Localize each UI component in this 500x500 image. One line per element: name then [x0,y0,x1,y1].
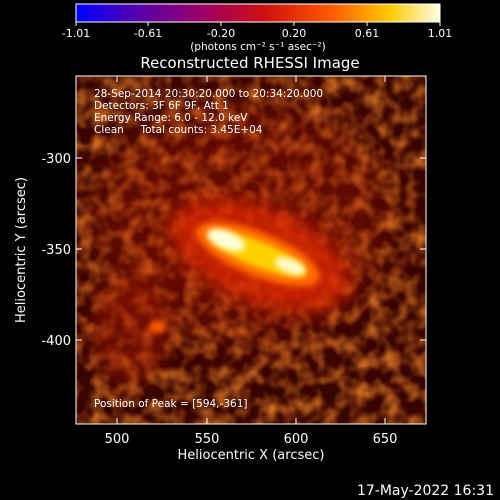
info-method-counts: Clean Total counts: 3.45E+04 [94,124,263,136]
colorbar-tick-label: -0.20 [207,27,235,40]
x-tick-label: 550 [195,432,220,447]
x-axis-label: Heliocentric X (arcsec) [178,448,325,463]
source-core [207,228,245,252]
y-tick-label: -350 [41,243,71,258]
y-axis: -300 -350 -400 Heliocentric Y (arcsec) [14,152,426,349]
footer-timestamp: 17-May-2022 16:31 [357,483,494,499]
x-axis: 500 550 600 650 Heliocentric X (arcsec) [105,76,398,463]
plot-title: Reconstructed RHESSI Image [140,54,359,72]
info-text: 28-Sep-2014 20:30:20.000 to 20:34:20.000… [94,88,323,136]
secondary-spot [149,321,165,333]
peak-position: Position of Peak = [594,-361] [94,398,248,410]
rhessi-image [76,76,426,424]
plot-frame [75,75,427,425]
info-energy-range: Energy Range: 6.0 - 12.0 keV [94,112,248,124]
y-tick-label: -300 [41,152,71,167]
y-axis-label: Heliocentric Y (arcsec) [14,177,29,323]
colorbar: -1.01 -0.61 -0.20 0.20 0.61 1.01 (photon… [62,3,453,53]
info-time-range: 28-Sep-2014 20:30:20.000 to 20:34:20.000 [94,88,323,100]
x-tick-label: 600 [284,432,309,447]
diffuse-glow [90,275,170,385]
colorbar-units: (photons cm⁻² s⁻¹ asec⁻²) [190,41,325,53]
info-detectors: Detectors: 3F 6F 9F, Att 1 [94,100,229,112]
x-tick-label: 650 [373,432,398,447]
colorbar-gradient [75,3,441,23]
colorbar-tick-label: 0.61 [355,27,380,40]
colorbar-tick-label: -0.61 [134,27,162,40]
x-tick-label: 500 [105,432,130,447]
y-tick-label: -400 [41,334,71,349]
colorbar-tick-label: 0.20 [282,27,307,40]
colorbar-tick-label: 1.01 [428,27,453,40]
colorbar-tick-label: -1.01 [62,27,90,40]
source-core [274,257,306,275]
